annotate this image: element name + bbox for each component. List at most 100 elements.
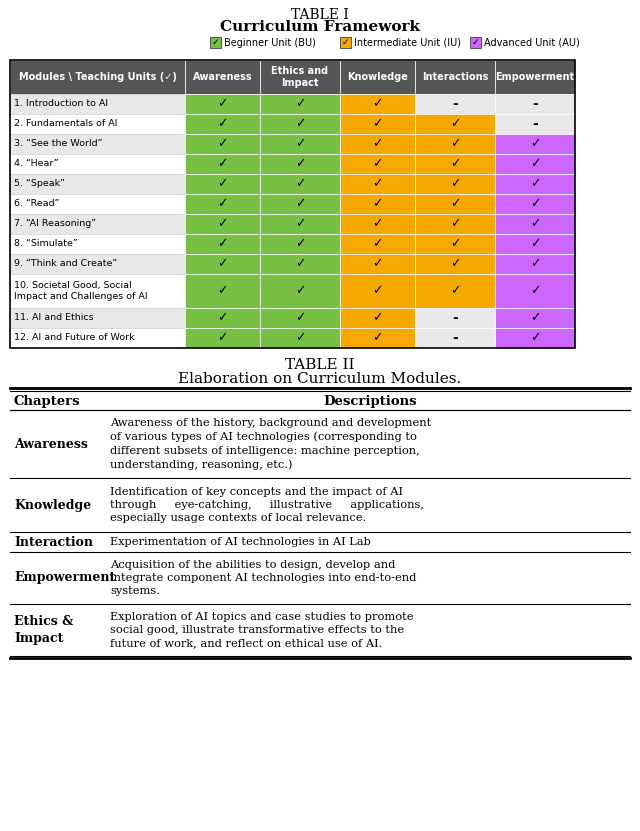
Text: ✓: ✓ [217, 312, 228, 324]
Text: Identification of key concepts and the impact of AI
through     eye-catching,   : Identification of key concepts and the i… [110, 487, 424, 524]
Bar [185, 194, 260, 214]
Text: Chapters: Chapters [14, 395, 81, 407]
Text: Descriptions: Descriptions [323, 395, 417, 407]
Text: ✓: ✓ [372, 97, 383, 111]
Text: Beginner Unit (BU): Beginner Unit (BU) [224, 37, 316, 47]
Text: -: - [532, 117, 538, 131]
Bar [415, 254, 495, 274]
Bar [415, 234, 495, 254]
Bar [415, 60, 495, 94]
Text: -: - [452, 311, 458, 325]
Text: ✓: ✓ [295, 258, 305, 271]
Bar [495, 94, 575, 114]
Bar [10, 194, 185, 214]
Bar [340, 60, 415, 94]
Text: ✓: ✓ [450, 284, 460, 297]
Bar [185, 134, 260, 154]
Text: ✓: ✓ [530, 312, 540, 324]
Text: ✓: ✓ [217, 97, 228, 111]
Bar [260, 154, 340, 174]
Text: 10. Societal Good, Social
Impact and Challenges of AI: 10. Societal Good, Social Impact and Cha… [14, 282, 148, 301]
Bar [340, 154, 415, 174]
Bar [185, 214, 260, 234]
Bar [340, 214, 415, 234]
Text: ✓: ✓ [472, 38, 479, 47]
Bar [495, 328, 575, 348]
Text: ✓: ✓ [372, 238, 383, 250]
Text: 1. Introduction to AI: 1. Introduction to AI [14, 100, 108, 109]
Text: ✓: ✓ [217, 198, 228, 210]
Bar [415, 274, 495, 308]
Text: Curriculum Framework: Curriculum Framework [220, 20, 420, 34]
Text: ✓: ✓ [450, 137, 460, 150]
Bar [340, 174, 415, 194]
Text: ✓: ✓ [372, 178, 383, 190]
Bar [415, 134, 495, 154]
Text: ✓: ✓ [450, 218, 460, 230]
Bar [495, 274, 575, 308]
Text: Intermediate Unit (IU): Intermediate Unit (IU) [354, 37, 461, 47]
Bar [340, 308, 415, 328]
Bar [185, 328, 260, 348]
Text: ✓: ✓ [530, 198, 540, 210]
Text: Empowerment: Empowerment [495, 72, 575, 82]
Text: Ethics &
Impact: Ethics & Impact [14, 615, 74, 645]
Text: ✓: ✓ [372, 312, 383, 324]
Text: 8. “Simulate”: 8. “Simulate” [14, 239, 77, 248]
Bar [260, 134, 340, 154]
Text: ✓: ✓ [342, 38, 349, 47]
Text: ✓: ✓ [295, 97, 305, 111]
Bar [260, 194, 340, 214]
Bar [415, 114, 495, 134]
Text: ✓: ✓ [450, 178, 460, 190]
Text: -: - [452, 97, 458, 111]
Bar [495, 154, 575, 174]
Bar [185, 254, 260, 274]
Bar [260, 94, 340, 114]
Text: ✓: ✓ [295, 284, 305, 297]
Text: 3. “See the World”: 3. “See the World” [14, 140, 102, 149]
Bar [260, 214, 340, 234]
Text: TABLE II: TABLE II [285, 358, 355, 372]
Bar [415, 214, 495, 234]
Text: ✓: ✓ [295, 218, 305, 230]
Bar [415, 308, 495, 328]
Bar [340, 234, 415, 254]
Bar [260, 254, 340, 274]
Text: 12. AI and Future of Work: 12. AI and Future of Work [14, 333, 134, 342]
Text: ✓: ✓ [372, 258, 383, 271]
Bar [415, 94, 495, 114]
Text: ✓: ✓ [217, 284, 228, 297]
Bar [10, 60, 575, 348]
Bar [10, 114, 185, 134]
Text: 4. “Hear”: 4. “Hear” [14, 160, 59, 169]
Text: ✓: ✓ [295, 238, 305, 250]
Bar [340, 274, 415, 308]
Text: ✓: ✓ [372, 284, 383, 297]
Text: ✓: ✓ [372, 137, 383, 150]
Bar [10, 328, 185, 348]
Text: Knowledge: Knowledge [14, 499, 92, 512]
Text: ✓: ✓ [372, 332, 383, 345]
Bar [185, 308, 260, 328]
Text: Ethics and
Impact: Ethics and Impact [271, 66, 328, 88]
Bar [185, 94, 260, 114]
Text: ✓: ✓ [217, 158, 228, 170]
Text: ✓: ✓ [217, 332, 228, 345]
Bar [185, 114, 260, 134]
Bar [340, 94, 415, 114]
Bar [10, 214, 185, 234]
Text: ✓: ✓ [295, 312, 305, 324]
Bar [10, 254, 185, 274]
Text: ✓: ✓ [530, 238, 540, 250]
Bar [185, 60, 260, 94]
Text: 11. AI and Ethics: 11. AI and Ethics [14, 313, 93, 322]
Text: ✓: ✓ [217, 178, 228, 190]
Bar [495, 134, 575, 154]
Bar [10, 174, 185, 194]
Bar [185, 174, 260, 194]
Bar [260, 174, 340, 194]
Bar [185, 274, 260, 308]
Bar [10, 60, 185, 94]
Bar [340, 134, 415, 154]
